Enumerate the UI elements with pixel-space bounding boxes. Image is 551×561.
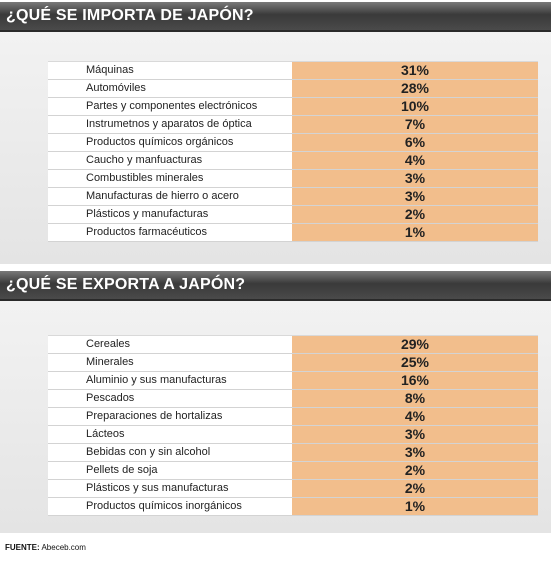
table-row: Partes y componentes electrónicos 10% xyxy=(48,98,538,116)
row-value: 1% xyxy=(292,224,538,241)
row-label: Productos farmacéuticos xyxy=(86,226,208,238)
row-label: Combustibles minerales xyxy=(86,172,204,184)
row-value: 4% xyxy=(292,408,538,425)
row-value: 1% xyxy=(292,498,538,515)
exports-title: ¿QUÉ SE EXPORTA A JAPÓN? xyxy=(6,276,246,293)
row-label: Minerales xyxy=(86,356,134,368)
row-label: Pellets de soja xyxy=(86,464,158,476)
source-text: Abeceb.com xyxy=(41,543,86,552)
row-label: Caucho y manfuacturas xyxy=(86,154,203,166)
row-label: Manufacturas de hierro o acero xyxy=(86,190,239,202)
table-row: Plásticos y manufacturas 2% xyxy=(48,206,538,224)
table-row: Productos químicos inorgánicos 1% xyxy=(48,498,538,516)
row-value: 28% xyxy=(292,80,538,97)
table-row: Cereales 29% xyxy=(48,336,538,354)
source-note: FUENTE: Abeceb.com xyxy=(5,543,86,552)
table-row: Combustibles minerales 3% xyxy=(48,170,538,188)
row-value: 7% xyxy=(292,116,538,133)
imports-table: Máquinas 31% Automóviles 28% Partes y compon… xyxy=(48,61,538,242)
exports-section: ¿QUÉ SE EXPORTA A JAPÓN? Cereales 29% Mine… xyxy=(0,271,551,533)
row-label: Lácteos xyxy=(86,428,125,440)
row-value: 6% xyxy=(292,134,538,151)
imports-panel: Máquinas 31% Automóviles 28% Partes y compon… xyxy=(0,32,551,264)
table-row: Lácteos 3% xyxy=(48,426,538,444)
row-value: 4% xyxy=(292,152,538,169)
row-value: 2% xyxy=(292,462,538,479)
row-value: 8% xyxy=(292,390,538,407)
imports-title: ¿QUÉ SE IMPORTA DE JAPÓN? xyxy=(6,7,254,24)
row-label: Preparaciones de hortalizas xyxy=(86,410,223,422)
table-row: Máquinas 31% xyxy=(48,62,538,80)
row-label: Bebidas con y sin alcohol xyxy=(86,446,211,458)
imports-section: ¿QUÉ SE IMPORTA DE JAPÓN? Máquinas 31% Aut… xyxy=(0,2,551,264)
table-row: Instrumetnos y aparatos de óptica 7% xyxy=(48,116,538,134)
row-value: 31% xyxy=(292,62,538,79)
table-row: Productos farmacéuticos 1% xyxy=(48,224,538,242)
row-label: Plásticos y manufacturas xyxy=(86,208,209,220)
row-label: Partes y componentes electrónicos xyxy=(86,100,258,112)
source-label: FUENTE: xyxy=(5,543,40,552)
table-row: Aluminio y sus manufacturas 16% xyxy=(48,372,538,390)
table-row: Automóviles 28% xyxy=(48,80,538,98)
row-value: 3% xyxy=(292,426,538,443)
row-label: Aluminio y sus manufacturas xyxy=(86,374,227,386)
row-label: Cereales xyxy=(86,338,131,350)
table-row: Preparaciones de hortalizas 4% xyxy=(48,408,538,426)
row-value: 3% xyxy=(292,188,538,205)
table-row: Bebidas con y sin alcohol 3% xyxy=(48,444,538,462)
row-label: Productos químicos orgánicos xyxy=(86,136,234,148)
table-row: Caucho y manfuacturas 4% xyxy=(48,152,538,170)
table-row: Minerales 25% xyxy=(48,354,538,372)
table-row: Plásticos y sus manufacturas 2% xyxy=(48,480,538,498)
row-label: Pescados xyxy=(86,392,135,404)
table-row: Manufacturas de hierro o acero 3% xyxy=(48,188,538,206)
row-value: 16% xyxy=(292,372,538,389)
row-label: Automóviles xyxy=(86,82,146,94)
row-label: Productos químicos inorgánicos xyxy=(86,500,242,512)
exports-table: Cereales 29% Minerales 25% Aluminio y sus ma… xyxy=(48,335,538,516)
row-value: 10% xyxy=(292,98,538,115)
exports-panel: Cereales 29% Minerales 25% Aluminio y sus ma… xyxy=(0,301,551,533)
row-value: 2% xyxy=(292,480,538,497)
table-row: Pescados 8% xyxy=(48,390,538,408)
row-label: Máquinas xyxy=(86,64,134,76)
exports-header-bar: ¿QUÉ SE EXPORTA A JAPÓN? xyxy=(0,271,551,301)
row-label: Plásticos y sus manufacturas xyxy=(86,482,229,494)
table-row: Productos químicos orgánicos 6% xyxy=(48,134,538,152)
row-value: 29% xyxy=(292,336,538,353)
imports-header-bar: ¿QUÉ SE IMPORTA DE JAPÓN? xyxy=(0,2,551,32)
row-value: 3% xyxy=(292,170,538,187)
table-row: Pellets de soja 2% xyxy=(48,462,538,480)
row-value: 3% xyxy=(292,444,538,461)
row-label: Instrumetnos y aparatos de óptica xyxy=(86,118,252,130)
row-value: 2% xyxy=(292,206,538,223)
row-value: 25% xyxy=(292,354,538,371)
